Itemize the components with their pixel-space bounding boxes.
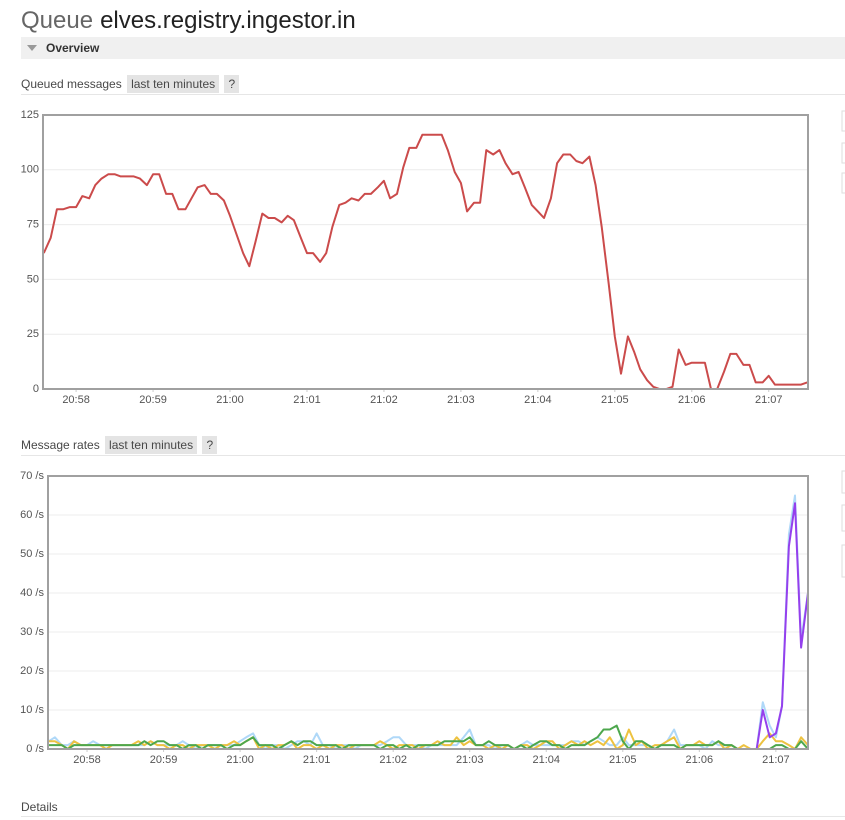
y-tick-label: 10 /s [20, 704, 44, 716]
divider [21, 94, 845, 95]
x-tick-label: 20:59 [150, 754, 178, 766]
y-tick-label: 0 /s [26, 743, 44, 755]
series-line [48, 724, 808, 748]
series-line [48, 728, 808, 748]
x-tick-label: 21:06 [686, 754, 714, 766]
chart-title: Message rates [21, 438, 100, 452]
x-tick-label: 20:58 [73, 754, 101, 766]
x-tick-label: 21:03 [447, 394, 475, 406]
x-tick-label: 21:04 [532, 754, 560, 766]
plot-frame [47, 475, 809, 750]
plot-area [48, 476, 808, 749]
overview-bar[interactable]: Overview [21, 37, 845, 59]
page-title: Queue elves.registry.ingestor.in [21, 7, 356, 35]
overview-heading: Overview [46, 41, 100, 55]
section-heading: Message rates last ten minutes ? [21, 436, 218, 454]
x-tick-label: 21:05 [609, 754, 637, 766]
range-selector[interactable]: last ten minutes [127, 75, 220, 93]
x-tick-label: 20:59 [139, 394, 167, 406]
series-line [48, 494, 808, 748]
x-tick-label: 21:06 [678, 394, 706, 406]
plot-area [43, 115, 808, 389]
y-tick-label: 25 [27, 328, 39, 340]
y-tick-label: 125 [21, 109, 39, 121]
chart-title: Queued messages [21, 77, 122, 91]
x-tick-label: 21:02 [379, 754, 407, 766]
help-button[interactable]: ? [202, 436, 218, 454]
y-tick-label: 50 /s [20, 548, 44, 560]
plot-frame [42, 114, 809, 390]
x-tick-label: 20:58 [62, 394, 90, 406]
y-tick-label: 60 /s [20, 509, 44, 521]
y-tick-label: 0 [33, 383, 39, 395]
series-line [43, 133, 808, 388]
y-tick-label: 20 /s [20, 665, 44, 677]
x-tick-label: 21:07 [755, 394, 783, 406]
x-tick-label: 21:07 [762, 754, 790, 766]
x-tick-label: 21:00 [226, 754, 254, 766]
divider [21, 816, 845, 817]
y-tick-label: 50 [27, 273, 39, 285]
y-tick-label: 100 [21, 164, 39, 176]
collapse-arrow [27, 45, 37, 51]
x-tick-label: 21:01 [293, 394, 321, 406]
help-button[interactable]: ? [224, 75, 240, 93]
y-tick-label: 70 /s [20, 470, 44, 482]
y-tick-label: 30 /s [20, 626, 44, 638]
x-tick-label: 21:05 [601, 394, 629, 406]
x-tick-label: 21:03 [456, 754, 484, 766]
x-tick-label: 21:01 [303, 754, 331, 766]
details-heading[interactable]: Details [21, 800, 58, 814]
queue-name: elves.registry.ingestor.in [100, 7, 356, 34]
series-line [48, 502, 808, 748]
y-tick-label: 75 [27, 219, 39, 231]
x-tick-label: 21:00 [216, 394, 244, 406]
x-tick-label: 21:02 [370, 394, 398, 406]
divider [21, 455, 845, 456]
y-tick-label: 40 /s [20, 587, 44, 599]
x-tick-label: 21:04 [524, 394, 552, 406]
range-selector[interactable]: last ten minutes [105, 436, 198, 454]
section-heading: Queued messages last ten minutes ? [21, 75, 240, 93]
title-prefix: Queue [21, 7, 94, 34]
